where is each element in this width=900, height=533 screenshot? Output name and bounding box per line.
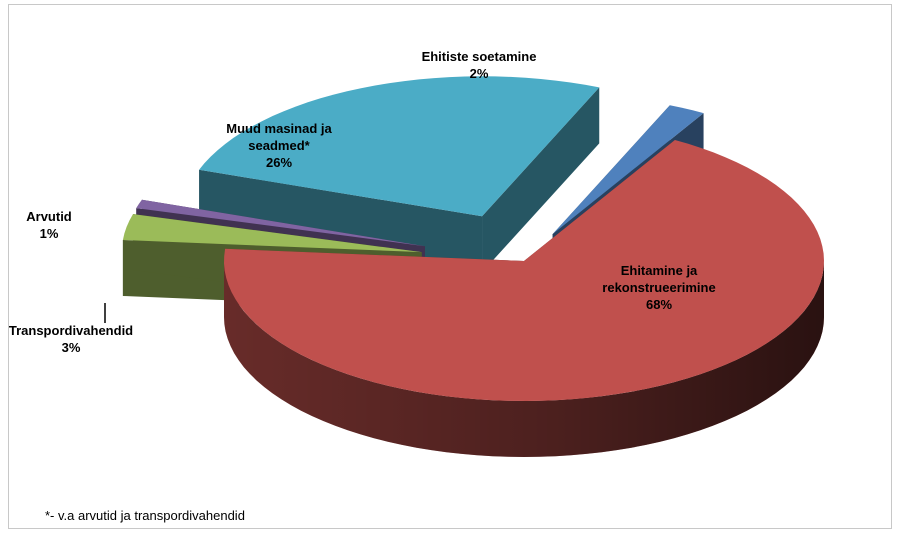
pie-chart: Ehitiste soetamine 2% Ehitamine ja rekonstr… (9, 49, 824, 457)
pie-slice-top (122, 214, 422, 253)
footnote: *- v.a arvutid ja transpordivahendid (45, 508, 245, 523)
pie-slice-top (552, 105, 704, 235)
data-label-3: Arvutid 1% (26, 209, 72, 241)
pie-slice-1 (224, 140, 824, 457)
data-label-0: Ehitiste soetamine 2% (422, 49, 537, 81)
pie-slice-wall (482, 87, 600, 273)
pie-slice-rim-shade (224, 261, 824, 457)
data-label-4: Muud masinad ja seadmed* 26% (226, 121, 332, 170)
pie-slice-top (136, 199, 425, 247)
data-label-2: Transpordivahendid 3% (9, 323, 133, 355)
data-label-1: Ehitamine ja rekonstrueerimine 68% (602, 263, 715, 312)
pie-slice-top (199, 76, 600, 217)
chart-frame: Ehitiste soetamine 2% Ehitamine ja rekonstr… (8, 4, 892, 529)
pie-slice-top (224, 140, 824, 401)
